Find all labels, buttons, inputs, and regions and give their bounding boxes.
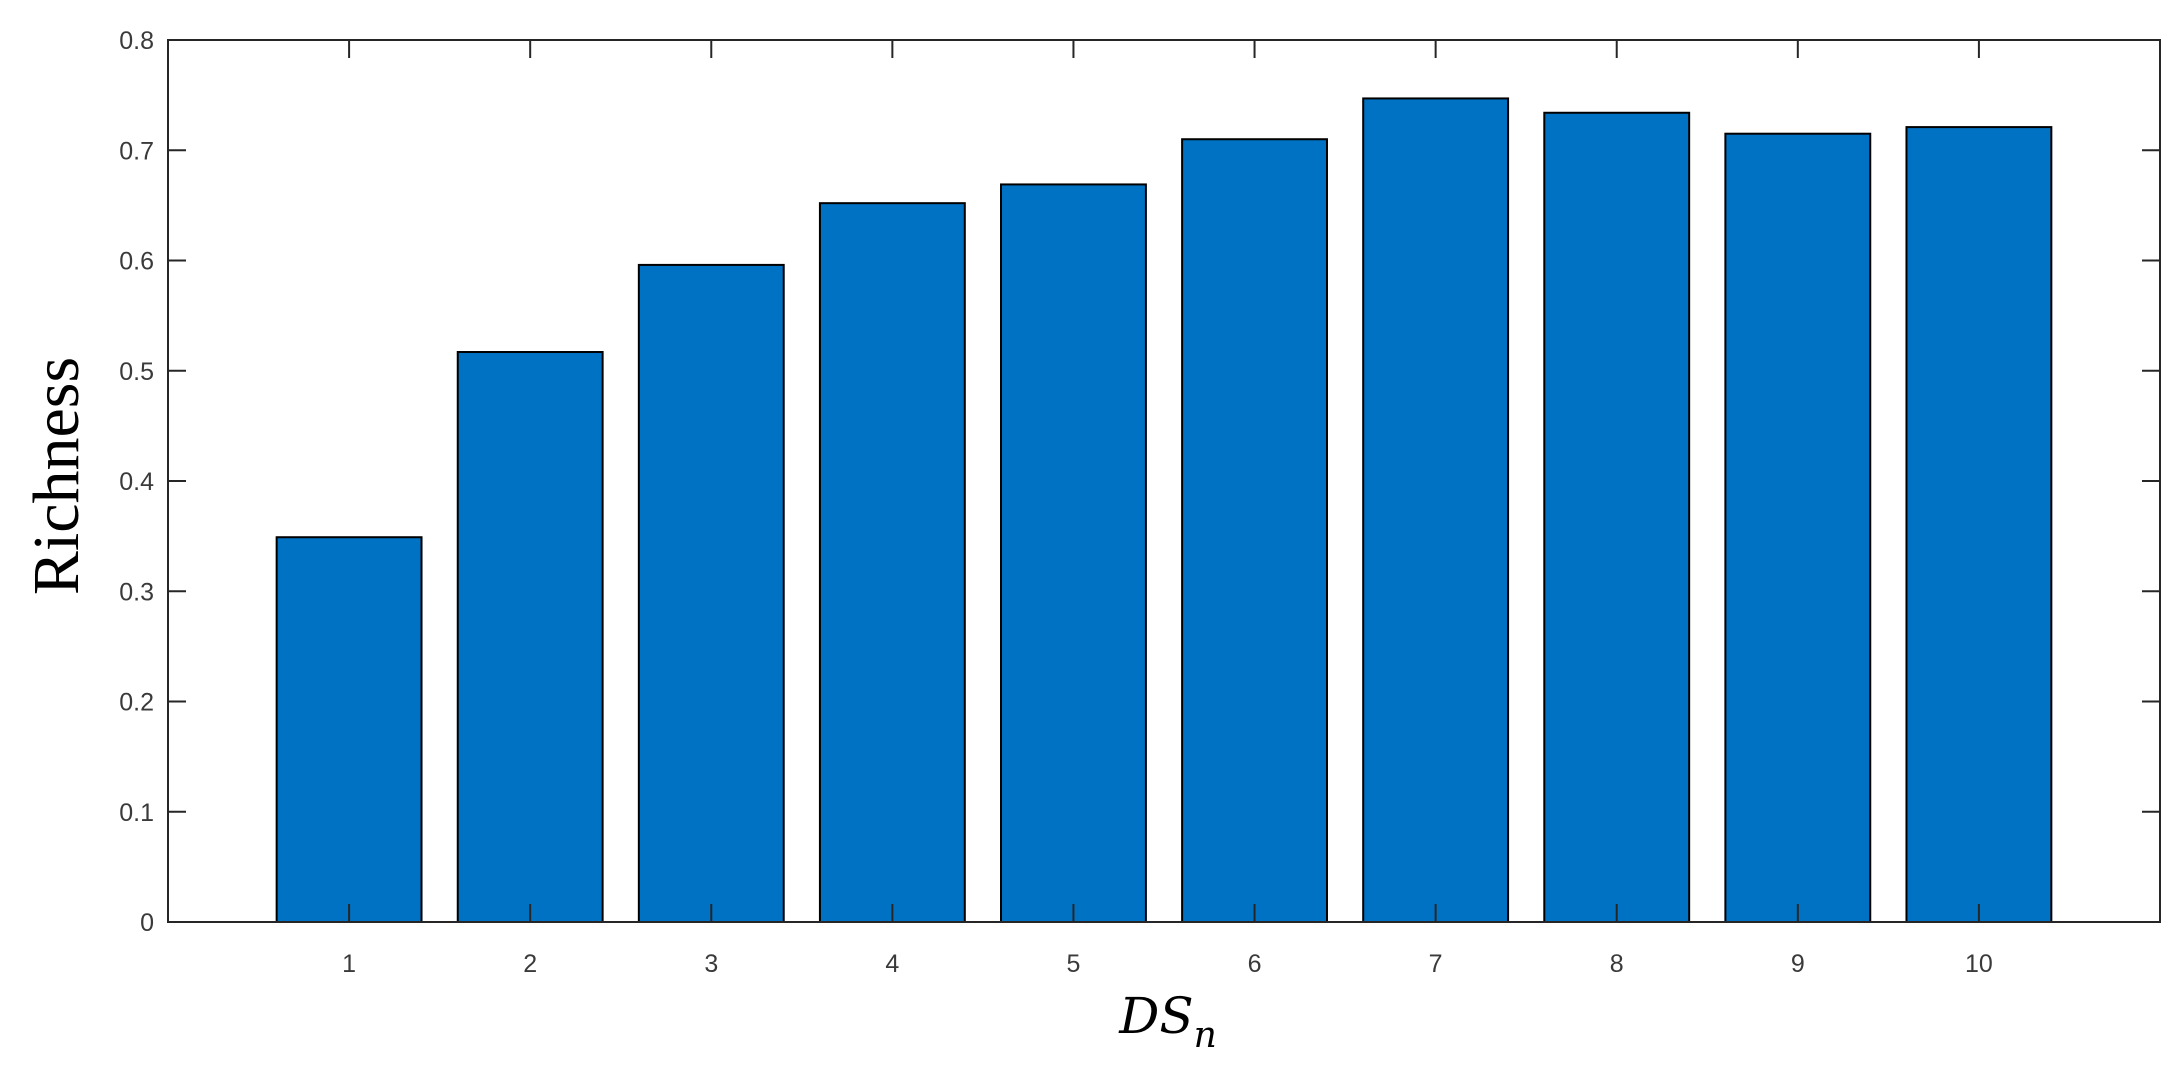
x-axis-label-main: DS — [1118, 987, 1193, 1045]
x-tick-label-7: 7 — [1429, 950, 1443, 978]
x-tick-label-1: 1 — [342, 950, 356, 978]
x-tick-label-5: 5 — [1067, 950, 1081, 978]
x-tick-label-3: 3 — [704, 950, 718, 978]
y-tick-label-0.1: 0.1 — [119, 799, 154, 827]
y-tick-label-0.8: 0.8 — [119, 27, 154, 55]
y-axis-label: Richness — [20, 357, 93, 595]
bar-2 — [456, 351, 604, 923]
y-tick-label-0: 0 — [140, 909, 154, 937]
x-tick-label-8: 8 — [1610, 950, 1624, 978]
bar-5 — [1000, 183, 1147, 923]
y-tick-label-0.7: 0.7 — [119, 137, 154, 165]
bar-6 — [1181, 138, 1328, 924]
bars-group — [275, 97, 2053, 924]
bar-7 — [1362, 97, 1510, 924]
bar-3 — [637, 263, 785, 924]
y-tick-label-0.5: 0.5 — [119, 358, 154, 386]
x-tick-label-4: 4 — [885, 950, 899, 978]
x-axis-label-subscript: n — [1194, 1015, 1217, 1056]
y-axis-ticks: 0 0.1 0.2 0.3 0.4 0.5 0.6 0.7 0.8 — [119, 27, 2160, 937]
bar-1 — [275, 536, 423, 923]
x-tick-label-10: 10 — [1965, 950, 1993, 978]
bar-9 — [1724, 132, 1872, 923]
x-tick-label-2: 2 — [523, 950, 537, 978]
bar-10 — [1905, 126, 2053, 924]
plot-axes-box — [167, 39, 2161, 923]
bar-8 — [1543, 111, 1691, 923]
x-tick-label-9: 9 — [1791, 950, 1805, 978]
y-tick-label-0.2: 0.2 — [119, 689, 154, 717]
bar-4 — [818, 202, 966, 924]
x-axis-ticks: 1 2 3 4 5 6 7 8 9 10 — [342, 40, 1993, 978]
y-tick-label-0.3: 0.3 — [119, 578, 154, 606]
y-tick-label-0.6: 0.6 — [119, 248, 154, 276]
y-tick-label-0.4: 0.4 — [119, 468, 154, 496]
x-tick-label-6: 6 — [1248, 950, 1262, 978]
x-axis-label: DSn — [1118, 987, 1217, 1056]
